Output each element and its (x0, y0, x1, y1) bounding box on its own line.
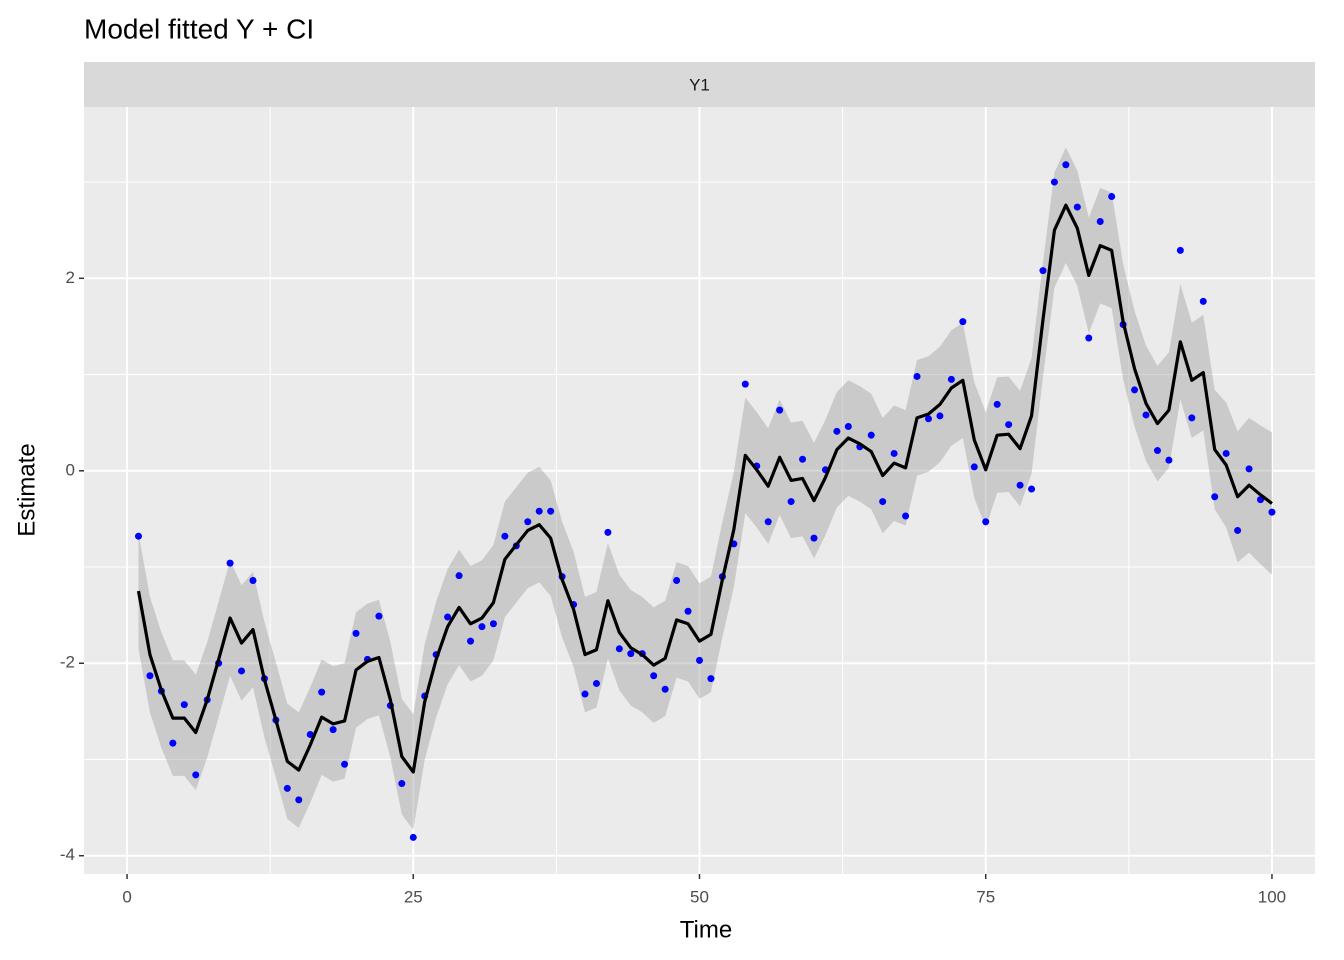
point (238, 667, 246, 675)
point (1211, 493, 1219, 501)
point (741, 380, 749, 388)
point (1222, 449, 1230, 457)
point (776, 406, 784, 414)
point (707, 675, 715, 683)
point (936, 412, 944, 420)
point (890, 449, 898, 457)
point (947, 375, 955, 383)
point (283, 784, 291, 792)
point (581, 690, 589, 698)
point (318, 688, 326, 696)
point (409, 833, 417, 841)
point (341, 760, 349, 768)
point (1188, 414, 1196, 422)
point (524, 518, 532, 526)
point (1131, 386, 1139, 394)
y-tick-label: 0 (66, 460, 75, 479)
point (352, 629, 360, 637)
point (867, 431, 875, 439)
point (375, 612, 383, 620)
point (1165, 456, 1173, 464)
point (295, 796, 303, 804)
point (444, 613, 452, 621)
x-tick-label: 0 (122, 887, 131, 906)
point (1039, 267, 1047, 275)
point (627, 650, 635, 658)
point (306, 730, 314, 738)
point (1199, 297, 1207, 305)
point (146, 672, 154, 680)
point (1085, 334, 1093, 342)
point (501, 532, 509, 540)
point (547, 507, 555, 515)
point (924, 415, 932, 423)
x-tick-label: 50 (690, 887, 709, 906)
point (764, 518, 772, 526)
point (134, 532, 142, 540)
point (833, 427, 841, 435)
point (879, 498, 887, 506)
point (661, 685, 669, 693)
point (902, 512, 910, 520)
x-tick-label: 25 (404, 887, 423, 906)
point (249, 576, 257, 584)
point (226, 559, 234, 567)
point (673, 576, 681, 584)
ci-ribbon (138, 147, 1272, 830)
point (1268, 508, 1276, 516)
y-tick-label: -4 (60, 845, 75, 864)
point (1245, 465, 1253, 473)
point (615, 645, 623, 653)
point (1142, 411, 1150, 419)
point (1016, 481, 1024, 489)
x-axis-title: Time (680, 916, 732, 943)
point (959, 318, 967, 326)
fitted-line (136, 203, 1273, 774)
point (604, 528, 612, 536)
point (810, 534, 818, 542)
point (1176, 246, 1184, 254)
point (489, 620, 497, 628)
facet-strip (84, 62, 1315, 107)
y-tick-label: -2 (60, 653, 75, 672)
point (799, 455, 807, 463)
point (192, 771, 200, 779)
point (1050, 178, 1058, 186)
point (1073, 203, 1081, 211)
point (650, 672, 658, 680)
point (684, 607, 692, 615)
y-tick-label: 2 (66, 268, 75, 287)
point (1028, 485, 1036, 493)
point (1234, 526, 1242, 534)
facet-label: Y1 (689, 75, 710, 94)
point (913, 372, 921, 380)
x-tick-label: 100 (1258, 887, 1286, 906)
point (844, 423, 852, 431)
point (1096, 218, 1104, 226)
point (1005, 421, 1013, 429)
x-tick-label: 75 (976, 887, 995, 906)
point (180, 701, 188, 709)
point (787, 498, 795, 506)
point (467, 637, 475, 645)
point (398, 780, 406, 788)
point (993, 400, 1001, 408)
point (329, 726, 337, 734)
point (696, 656, 703, 664)
point (1062, 161, 1070, 169)
point (592, 679, 600, 687)
point (982, 518, 990, 526)
y-axis-title: Estimate (13, 443, 40, 536)
point (455, 572, 463, 580)
point (1108, 192, 1116, 200)
point (535, 507, 543, 515)
point (169, 739, 177, 747)
point (478, 623, 486, 631)
chart-title: Model fitted Y + CI (84, 13, 314, 44)
point (970, 463, 978, 471)
point (1153, 447, 1161, 455)
